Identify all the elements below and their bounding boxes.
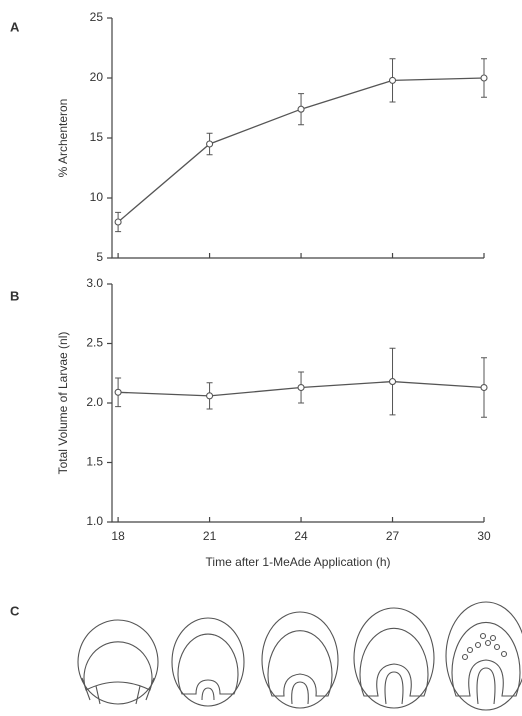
y-axis-label: % Archenteron [56, 99, 70, 178]
data-point [206, 140, 214, 148]
panel-label: B [10, 288, 19, 303]
x-tick-label: 30 [477, 529, 491, 543]
data-point [297, 105, 305, 113]
y-tick-label: 3.0 [86, 276, 103, 290]
panel-label: C [10, 603, 20, 618]
y-tick-label: 2.0 [86, 395, 103, 409]
data-point [480, 74, 488, 82]
x-tick-label: 27 [386, 529, 400, 543]
y-tick-label: 20 [90, 70, 104, 84]
data-point [206, 392, 214, 400]
y-axis-label: Total Volume of Larvae (nl) [56, 332, 70, 475]
data-point [480, 383, 488, 392]
y-tick-label: 5 [96, 250, 103, 264]
data-point [114, 218, 122, 226]
y-tick-label: 2.5 [86, 336, 103, 350]
y-tick-label: 10 [90, 190, 104, 204]
data-point [114, 388, 122, 396]
data-point [388, 378, 397, 386]
y-tick-label: 1.5 [86, 455, 103, 469]
x-tick-label: 18 [111, 529, 125, 543]
x-axis-label: Time after 1-MeAde Application (h) [206, 555, 391, 569]
panel-label: A [10, 19, 20, 34]
y-tick-label: 1.0 [86, 514, 103, 528]
x-tick-label: 21 [203, 529, 217, 543]
axis [111, 18, 484, 259]
data-point [388, 76, 397, 84]
embryo-diagrams [77, 601, 522, 711]
x-tick-label: 24 [294, 529, 308, 543]
data-point [297, 383, 305, 392]
y-tick-label: 15 [90, 130, 104, 144]
axis [111, 284, 484, 523]
y-tick-label: 25 [90, 10, 104, 24]
